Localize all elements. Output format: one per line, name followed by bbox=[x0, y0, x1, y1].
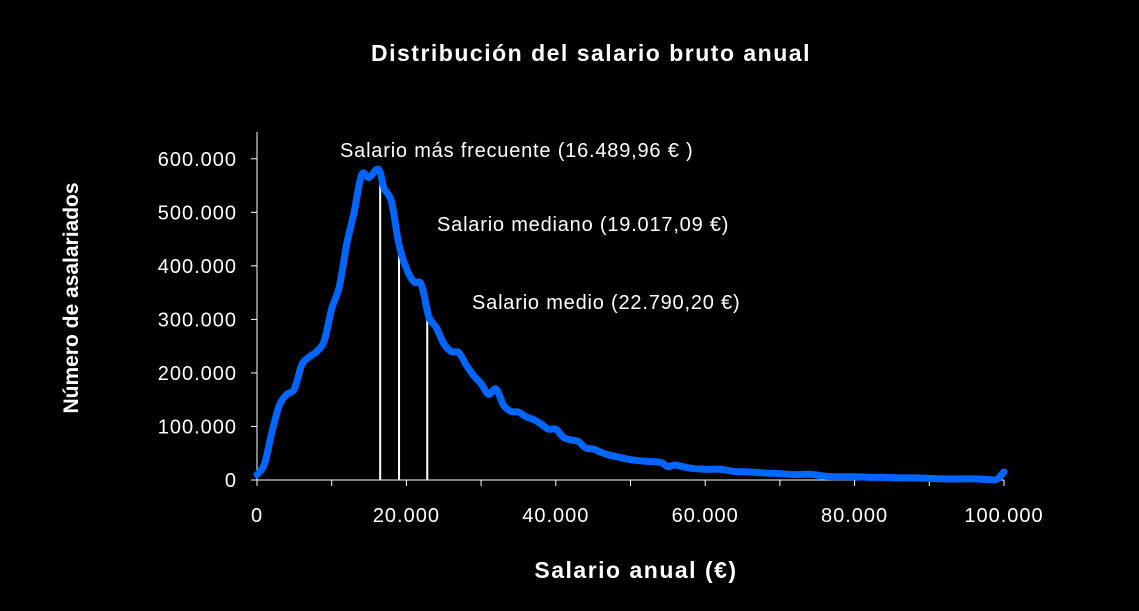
y-tick-label: 100.000 bbox=[158, 416, 237, 438]
annotation-layer: Salario más frecuente (16.489,96 € ) Sala… bbox=[340, 140, 740, 314]
y-tick-label: 500.000 bbox=[158, 202, 237, 224]
y-axis-label: Número de asalariados bbox=[60, 182, 83, 413]
axes: 0 100.000 200.000 300.000 400.000 500.000 600.… bbox=[158, 132, 1043, 527]
salary-distribution-line bbox=[253, 165, 1008, 484]
x-tick-label: 20.000 bbox=[373, 505, 440, 527]
x-tick-label: 100.000 bbox=[964, 505, 1043, 527]
marker-annotation: Salario medio (22.790,20 €) bbox=[472, 292, 740, 314]
x-tick-label: 0 bbox=[251, 505, 263, 527]
x-tick-label: 40.000 bbox=[522, 505, 589, 527]
series-layer bbox=[253, 165, 1008, 484]
marker-layer bbox=[379, 170, 429, 480]
marker-annotation: Salario mediano (19.017,09 €) bbox=[437, 214, 729, 236]
y-tick-label: 400.000 bbox=[158, 256, 237, 278]
marker-annotation: Salario más frecuente (16.489,96 € ) bbox=[340, 140, 693, 162]
y-tick-label: 0 bbox=[225, 470, 237, 492]
x-tick-label: 80.000 bbox=[821, 505, 888, 527]
y-tick-label: 200.000 bbox=[158, 363, 237, 385]
chart-title: Distribución del salario bruto anual bbox=[371, 40, 811, 66]
y-tick-label: 600.000 bbox=[158, 149, 237, 171]
x-axis-label: Salario anual (€) bbox=[534, 557, 737, 583]
x-tick-label: 60.000 bbox=[672, 505, 739, 527]
y-tick-label: 300.000 bbox=[158, 309, 237, 331]
